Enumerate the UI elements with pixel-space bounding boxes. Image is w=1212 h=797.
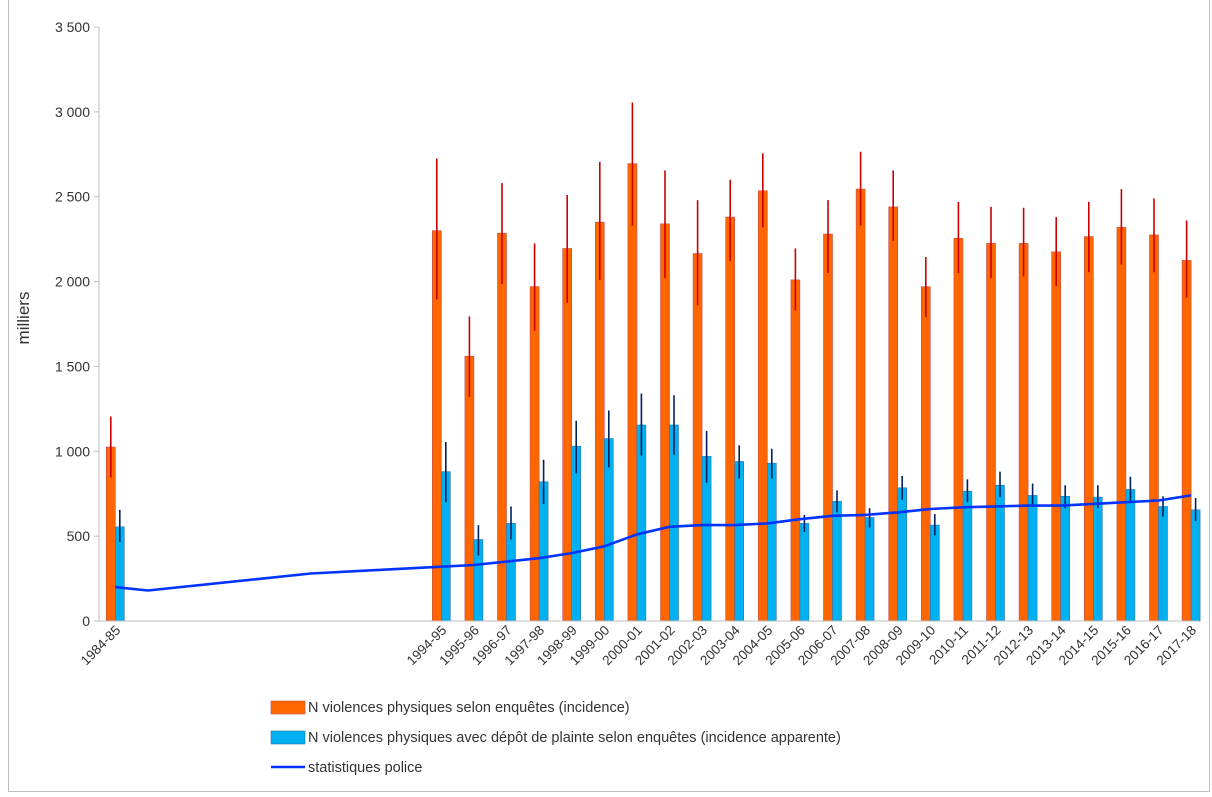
bar-plainte	[1060, 495, 1070, 622]
bar-plainte	[799, 523, 810, 622]
x-tick-label: 1984-85	[78, 623, 124, 669]
y-axis-label: milliers	[14, 292, 33, 345]
bar-plainte	[1125, 489, 1136, 622]
y-tick-label: 3 000	[55, 104, 90, 120]
bar-plainte	[734, 461, 745, 622]
bar-incidence	[888, 206, 899, 622]
bar-incidence	[953, 237, 964, 622]
bar-incidence	[1051, 251, 1061, 622]
legend: N violences physiques selon enquêtes (in…	[270, 700, 841, 776]
police-line	[115, 494, 1192, 592]
bar-incidence	[627, 163, 638, 622]
error-bars	[110, 102, 1197, 556]
bar-incidence	[660, 223, 670, 622]
y-tick-label: 0	[82, 613, 90, 629]
legend-label-incidence: N violences physiques selon enquêtes (in…	[308, 700, 630, 716]
bar-incidence	[594, 221, 605, 622]
bar-incidence	[1116, 226, 1127, 622]
legend-swatch-plainte	[270, 730, 306, 745]
legend-label-plainte: N violences physiques avec dépôt de plai…	[308, 730, 841, 746]
chart: 0 500 1 000 1 500 2 000 2 500 3 000 3 500 milli…	[14, 19, 1201, 776]
bar-incidence	[757, 190, 768, 622]
bar-incidence	[692, 253, 703, 622]
bars	[106, 163, 1201, 622]
bar-incidence	[1149, 234, 1159, 622]
bar-plainte	[1158, 506, 1168, 622]
bar-plainte	[1093, 496, 1103, 622]
bar-incidence	[1181, 260, 1192, 622]
bar-plainte	[962, 490, 973, 622]
police-line-path	[115, 494, 1192, 592]
y-tick-label: 500	[67, 528, 91, 544]
bar-plainte	[897, 487, 908, 622]
bar-incidence	[529, 286, 540, 622]
bar-plainte	[864, 517, 875, 622]
chart-frame: 0 500 1 000 1 500 2 000 2 500 3 000 3 500 milli…	[8, 0, 1210, 792]
bar-plainte	[832, 501, 842, 622]
y-tick-label: 1 500	[55, 358, 90, 374]
bar-incidence	[790, 279, 801, 622]
x-axis: 1984-85 1994-951995-961996-971997-981998-…	[78, 620, 1199, 669]
bar-incidence	[986, 243, 996, 622]
bar-incidence	[1084, 236, 1094, 622]
legend-swatch-incidence	[270, 700, 306, 715]
bar-plainte	[1027, 495, 1038, 622]
bar-incidence	[920, 286, 931, 622]
bar-incidence	[855, 188, 866, 622]
bar-incidence	[562, 248, 573, 622]
y-axis: 0 500 1 000 1 500 2 000 2 500 3 000 3 500	[55, 19, 100, 629]
y-tick-label: 1 000	[55, 443, 90, 459]
y-tick-label: 2 000	[55, 274, 90, 290]
bar-incidence	[823, 233, 833, 622]
y-tick-label: 3 500	[55, 19, 90, 35]
bar-plainte	[929, 524, 940, 622]
legend-label-police: statistiques police	[308, 760, 422, 776]
bar-incidence	[725, 216, 736, 622]
bar-plainte	[766, 462, 777, 622]
bar-incidence	[1018, 243, 1029, 622]
y-tick-label: 2 500	[55, 189, 90, 205]
bar-plainte	[1190, 509, 1201, 622]
